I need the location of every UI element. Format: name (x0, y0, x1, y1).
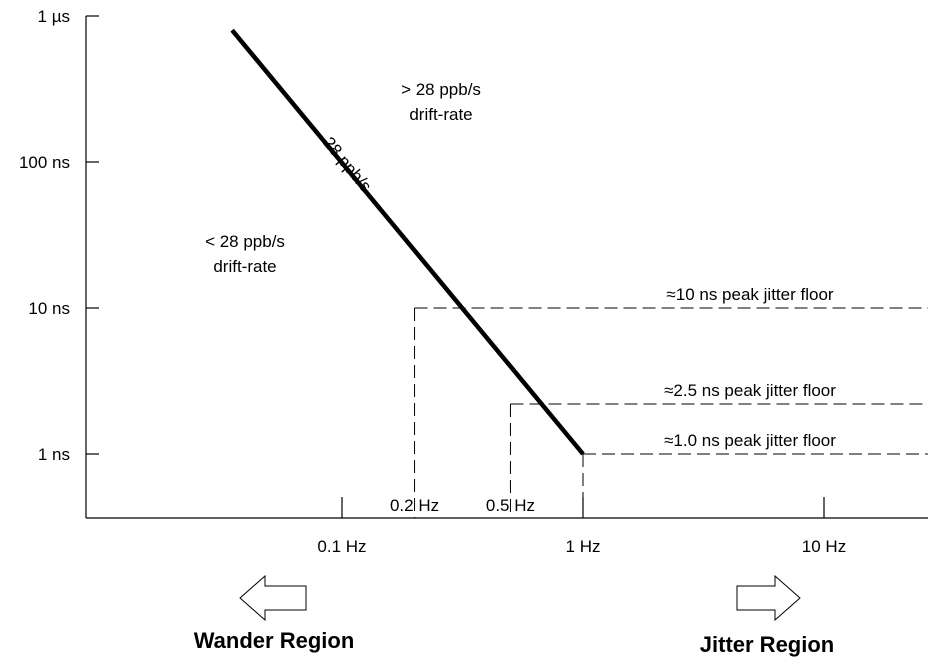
below-line-annotation-2: drift-rate (213, 257, 276, 276)
above-line-annotation-2: drift-rate (409, 105, 472, 124)
jitter-floor-label: ≈2.5 ns peak jitter floor (664, 381, 836, 400)
y-tick-label: 1 µs (38, 7, 70, 26)
jitter-floors: ≈10 ns peak jitter floor 0.2 Hz ≈2.5 ns pe… (390, 285, 928, 518)
x-tick-label: 1 Hz (566, 537, 601, 556)
y-tick-label: 100 ns (19, 153, 70, 172)
regions: Wander Region Jitter Region (194, 574, 834, 657)
jitter-region-label: Jitter Region (700, 632, 834, 657)
right-arrow-icon (736, 574, 801, 622)
jitter-floor-label: ≈1.0 ns peak jitter floor (664, 431, 836, 450)
axes (85, 16, 928, 519)
x-tick-label: 0.1 Hz (317, 537, 366, 556)
jitter-floor-label: ≈10 ns peak jitter floor (666, 285, 833, 304)
region-annotations: > 28 ppb/s drift-rate < 28 ppb/s drift-r… (205, 80, 481, 276)
x-tick-label: 10 Hz (802, 537, 846, 556)
frequency-marker-label: 0.2 Hz (390, 496, 439, 515)
above-line-annotation-1: > 28 ppb/s (401, 80, 481, 99)
wander-region-label: Wander Region (194, 628, 355, 653)
y-ticks: 1 µs 100 ns 10 ns 1 ns (19, 7, 99, 464)
frequency-marker-label: 0.5 Hz (486, 496, 535, 515)
drift-line-label: 28 ppb/s (319, 133, 375, 195)
y-tick-label: 1 ns (38, 445, 70, 464)
drift-line (230, 28, 585, 456)
x-ticks: 0.1 Hz 1 Hz 10 Hz (317, 497, 846, 556)
left-arrow-icon (239, 574, 307, 622)
below-line-annotation-1: < 28 ppb/s (205, 232, 285, 251)
y-tick-label: 10 ns (28, 299, 70, 318)
